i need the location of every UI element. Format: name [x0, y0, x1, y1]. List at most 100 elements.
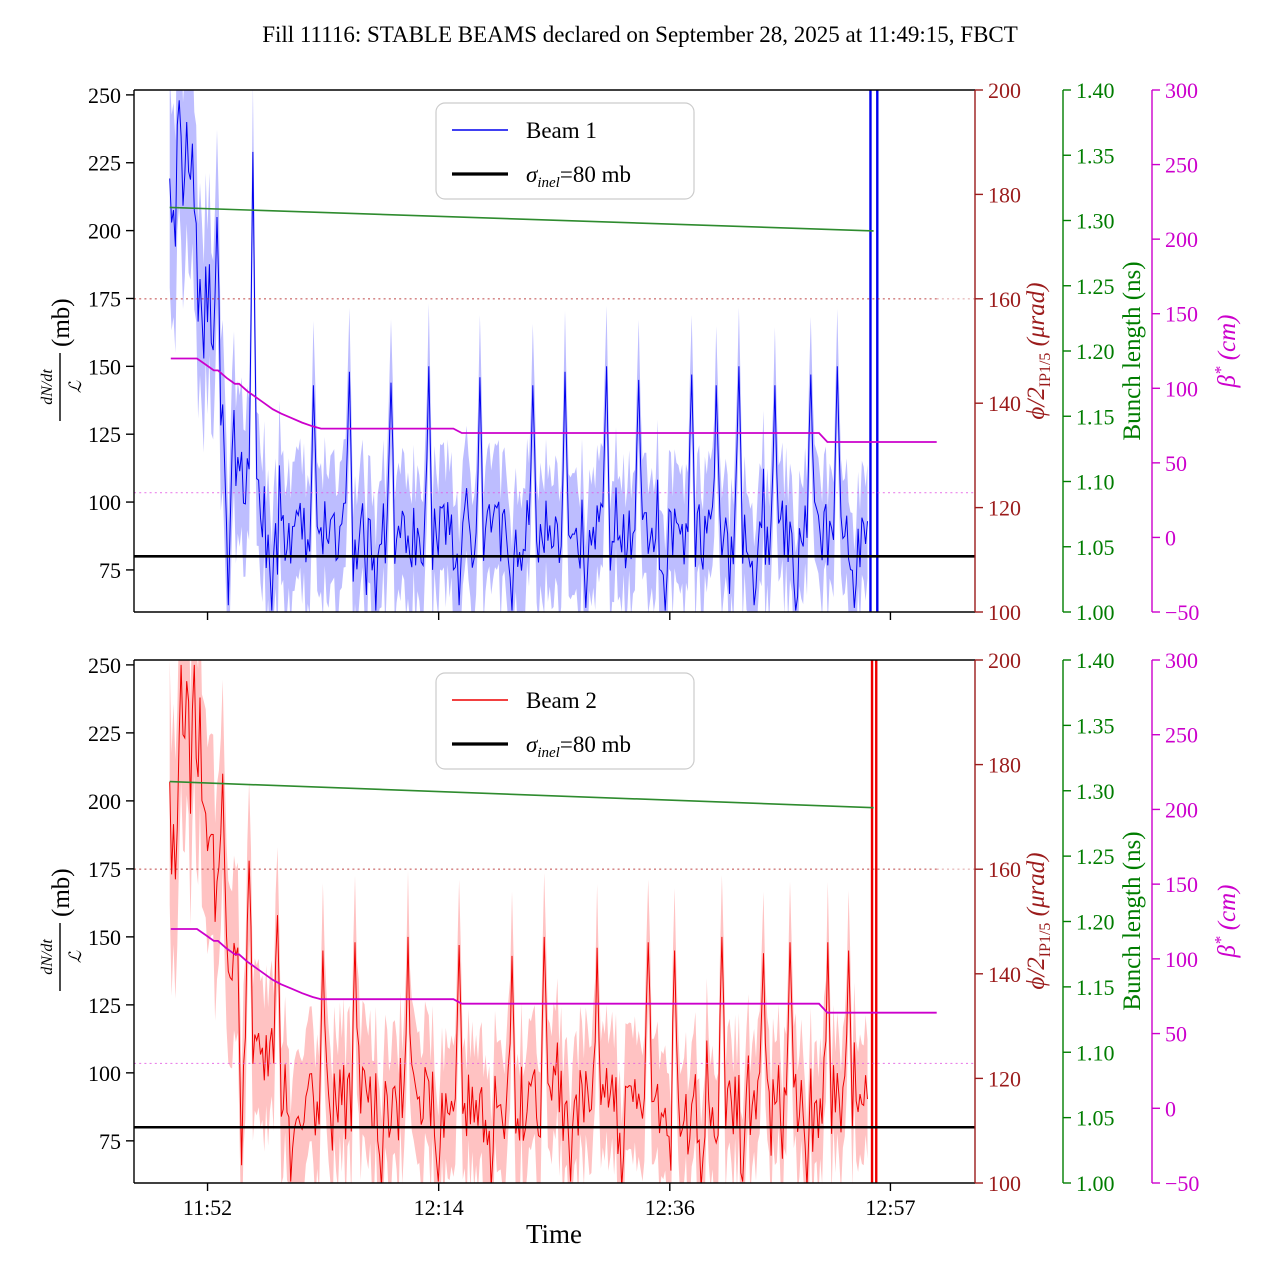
- bunch-tick-label: 1.35: [1076, 143, 1115, 168]
- left-tick-label: 250: [88, 653, 121, 678]
- beam2-line: [169, 664, 868, 1183]
- figure-title: Fill 11116: STABLE BEAMS declared on Sep…: [262, 22, 1018, 47]
- phi-tick-label: 160: [988, 857, 1021, 882]
- beta-tick-label: 150: [1165, 872, 1198, 897]
- phi-tick-label: 100: [988, 1171, 1021, 1196]
- bunch-tick-label: 1.10: [1076, 1040, 1115, 1065]
- phi-unit: (μrad): [1023, 852, 1050, 922]
- phi-tick-label: 180: [988, 182, 1021, 207]
- left-axis-title-bottom: dN/dt ℒ (mb): [39, 868, 85, 991]
- beta-axis-title-bottom: β* (cm): [1211, 884, 1241, 958]
- beta-tick-label: 0: [1165, 525, 1176, 550]
- left-tick-label: 200: [88, 789, 121, 814]
- left-axis-numerator: dN/dt: [39, 939, 56, 975]
- x-tick-label: 12:57: [865, 1195, 915, 1220]
- phi-tick-label: 160: [988, 287, 1021, 312]
- beta-main: β: [1214, 375, 1241, 389]
- phi-tick-label: 120: [988, 1066, 1021, 1091]
- phi-tick-label: 100: [988, 600, 1021, 625]
- phi-sub: IP1/5: [1037, 923, 1054, 958]
- bunch-tick-label: 1.00: [1076, 1171, 1115, 1196]
- bunch-tick-label: 1.25: [1076, 274, 1115, 299]
- beam1-beta-star-line: [170, 357, 937, 443]
- bunch-tick-label: 1.40: [1076, 648, 1115, 673]
- legend-beam-label: Beam 2: [526, 688, 597, 713]
- left-axis-numerator: dN/dt: [39, 369, 56, 405]
- left-tick-label: 225: [88, 151, 121, 176]
- beta-tick-label: 150: [1165, 302, 1198, 327]
- beta-tick-label: 50: [1165, 1022, 1187, 1047]
- bunch-tick-label: 1.10: [1076, 470, 1115, 495]
- beta-tick-label: 0: [1165, 1096, 1176, 1121]
- phi-tick-label: 140: [988, 962, 1021, 987]
- bunch-tick-label: 1.20: [1076, 910, 1115, 935]
- bunch-tick-label: 1.30: [1076, 779, 1115, 804]
- beta-sup: *: [1211, 936, 1230, 945]
- left-tick-label: 175: [88, 286, 121, 311]
- bunch-tick-label: 1.20: [1076, 339, 1115, 364]
- left-tick-label: 125: [88, 422, 121, 447]
- legend-beam-label: Beam 1: [526, 118, 597, 143]
- bunch-tick-label: 1.15: [1076, 975, 1115, 1000]
- beta-tick-label: 300: [1165, 78, 1198, 103]
- plot-area-beam2: [134, 660, 975, 1183]
- phi-main: ϕ/2: [1023, 387, 1050, 419]
- beta-sup: *: [1211, 366, 1230, 375]
- left-axis-unit: (mb): [48, 298, 75, 347]
- phi-main: ϕ/2: [1023, 957, 1050, 989]
- beta-unit: (cm): [1214, 884, 1241, 936]
- beta-main: β: [1214, 945, 1241, 959]
- left-tick-label: 125: [88, 993, 121, 1018]
- bunch-tick-label: 1.40: [1076, 78, 1115, 103]
- phi-unit: (μrad): [1023, 282, 1050, 352]
- legend-sigma-label: σinel=80 mb: [526, 732, 631, 761]
- beam1-legend: Beam 1 σinel=80 mb: [435, 102, 695, 200]
- x-axis-title: Time: [526, 1219, 582, 1249]
- beta-tick-label: 250: [1165, 723, 1198, 748]
- beam2-error-band: [169, 660, 868, 1183]
- beta-tick-label: 200: [1165, 797, 1198, 822]
- bunch-tick-label: 1.30: [1076, 209, 1115, 234]
- bunch-tick-label: 1.05: [1076, 1106, 1115, 1131]
- beta-tick-label: 250: [1165, 153, 1198, 178]
- left-tick-label: 250: [88, 83, 121, 108]
- bunch-tick-label: 1.25: [1076, 844, 1115, 869]
- left-tick-label: 100: [88, 1061, 121, 1086]
- beta-tick-label: 100: [1165, 947, 1198, 972]
- phi-tick-label: 200: [988, 648, 1021, 673]
- x-tick-label: 11:52: [183, 1195, 232, 1220]
- phi-axis-title-top: ϕ/2IP1/5 (μrad): [1023, 282, 1054, 419]
- left-tick-label: 100: [88, 490, 121, 515]
- beam2-bunch-length-line: [169, 780, 874, 809]
- beam1-error-band: [169, 90, 868, 612]
- left-axis-denominator: ℒ: [66, 950, 85, 963]
- beta-tick-label: −50: [1165, 600, 1199, 625]
- phi-axis-title-bottom: ϕ/2IP1/5 (μrad): [1023, 852, 1054, 989]
- left-tick-label: 75: [99, 1129, 121, 1154]
- phi-tick-label: 200: [988, 78, 1021, 103]
- bunch-axis-title-bottom: Bunch length (ns): [1119, 831, 1146, 1010]
- bunch-tick-label: 1.05: [1076, 535, 1115, 560]
- bunch-axis-title-top: Bunch length (ns): [1119, 261, 1146, 440]
- plot-area-beam1: [134, 90, 975, 612]
- left-tick-label: 75: [99, 558, 121, 583]
- beta-tick-label: −50: [1165, 1171, 1199, 1196]
- beta-tick-label: 100: [1165, 376, 1198, 401]
- phi-sub: IP1/5: [1037, 353, 1054, 388]
- beta-tick-label: 200: [1165, 227, 1198, 252]
- phi-tick-label: 180: [988, 753, 1021, 778]
- phi-tick-label: 120: [988, 496, 1021, 521]
- left-tick-label: 200: [88, 219, 121, 244]
- beta-unit: (cm): [1214, 314, 1241, 366]
- left-axis-title-top: dN/dt ℒ (mb): [39, 298, 85, 421]
- left-axis-unit: (mb): [48, 868, 75, 917]
- phi-tick-label: 140: [988, 391, 1021, 416]
- legend-sigma-label: σinel=80 mb: [526, 162, 631, 191]
- x-tick-label: 12:14: [414, 1195, 464, 1220]
- bunch-tick-label: 1.35: [1076, 713, 1115, 738]
- plots-container: 250 225 200 175 150 125 100 75 200 180 160 140 120 10…: [88, 78, 1199, 1220]
- left-tick-label: 150: [88, 925, 121, 950]
- left-axis-denominator: ℒ: [66, 380, 85, 393]
